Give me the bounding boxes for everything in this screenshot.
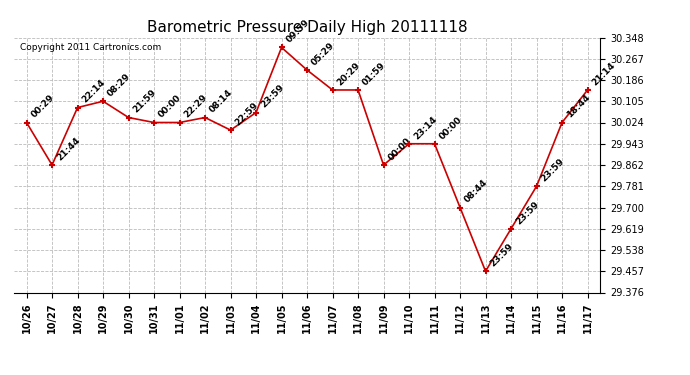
Text: 00:00: 00:00	[157, 93, 183, 120]
Text: 00:00: 00:00	[437, 115, 464, 141]
Text: 22:59: 22:59	[233, 100, 260, 128]
Text: 21:59: 21:59	[131, 88, 158, 115]
Text: 22:29: 22:29	[182, 93, 209, 120]
Text: 01:59: 01:59	[361, 61, 387, 87]
Text: 23:14: 23:14	[412, 114, 439, 141]
Text: 18:44: 18:44	[565, 93, 591, 120]
Text: 23:59: 23:59	[489, 242, 515, 268]
Text: 22:14: 22:14	[80, 78, 107, 105]
Text: 08:44: 08:44	[463, 178, 489, 205]
Text: 00:29: 00:29	[30, 93, 56, 120]
Text: 00:00: 00:00	[386, 136, 413, 162]
Text: 21:14: 21:14	[591, 60, 617, 87]
Text: 23:59: 23:59	[259, 83, 286, 110]
Text: 09:59: 09:59	[284, 18, 311, 45]
Text: Copyright 2011 Cartronics.com: Copyright 2011 Cartronics.com	[19, 43, 161, 52]
Text: 20:29: 20:29	[335, 61, 362, 87]
Text: 21:44: 21:44	[55, 135, 81, 162]
Text: 08:14: 08:14	[208, 88, 235, 115]
Text: 23:59: 23:59	[514, 199, 540, 226]
Text: 23:59: 23:59	[540, 157, 566, 183]
Text: 05:29: 05:29	[310, 40, 337, 67]
Title: Barometric Pressure Daily High 20111118: Barometric Pressure Daily High 20111118	[147, 20, 467, 35]
Text: 08:29: 08:29	[106, 72, 132, 99]
